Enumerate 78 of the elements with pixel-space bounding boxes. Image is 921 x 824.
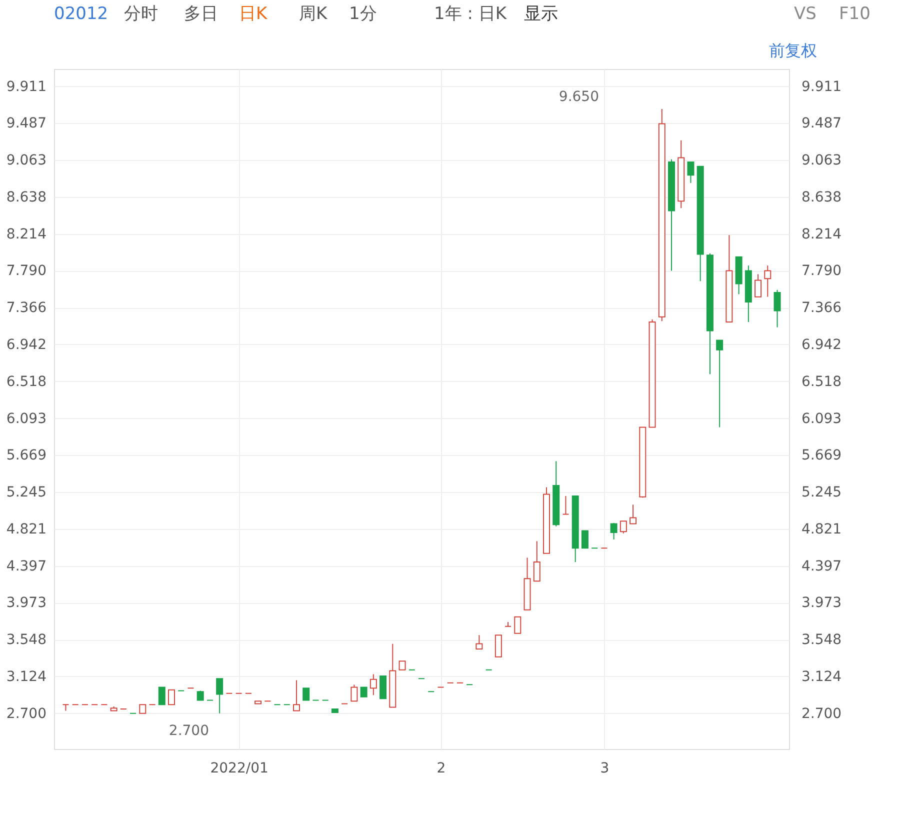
candlestick [610, 522, 618, 540]
y-tick-label: 9.911 [6, 78, 46, 95]
candlestick [168, 689, 175, 706]
text: 1分 [349, 4, 377, 24]
y2-tick-label: 4.821 [802, 521, 842, 538]
candlestick [764, 265, 772, 298]
y-tick-label: 6.942 [6, 336, 46, 353]
y2-tick-label: 6.518 [802, 374, 842, 390]
candlestick [158, 686, 166, 706]
candlestick [476, 634, 483, 650]
text: 周K [299, 4, 328, 24]
candlestick [562, 495, 570, 515]
y2-tick-label: 5.669 [802, 448, 842, 464]
candlestick [293, 680, 300, 712]
y2-tick-label: 7.790 [802, 263, 842, 280]
y2-tick-label: 6.093 [802, 410, 842, 427]
candlestick [581, 530, 588, 549]
candlestick [302, 688, 310, 701]
text: 分时 [124, 4, 158, 24]
candlestick [380, 675, 387, 700]
y2-tick-label: 9.911 [802, 78, 842, 95]
y2-tick-label: 9.063 [802, 152, 842, 169]
x-tick-label: 2 [436, 760, 446, 776]
candlestick [687, 162, 694, 184]
y2-tick-label: 8.638 [802, 190, 842, 206]
y2-tick-label: 3.124 [802, 668, 842, 685]
candlestick [620, 520, 627, 534]
candlestick [774, 289, 781, 328]
text: VS [794, 4, 816, 24]
y2-tick-label: 5.245 [802, 484, 842, 501]
y2-tick-label: 2.700 [802, 706, 842, 722]
y-tick-label: 8.214 [6, 226, 47, 242]
y2-tick-label: 6.942 [802, 336, 842, 353]
x-tick-label: 2022/01 [210, 760, 268, 776]
text: 日K [239, 4, 268, 24]
y-tick-label: 4.397 [6, 558, 46, 574]
y-tick-label: 3.124 [6, 668, 47, 685]
y2-tick-label: 9.487 [802, 116, 842, 132]
text: 前复权 [769, 41, 817, 60]
y-tick-label: 6.518 [6, 374, 46, 390]
candlestick [754, 274, 762, 298]
candlestick [630, 504, 637, 524]
y-tick-label: 5.245 [6, 484, 46, 501]
y-tick-label: 9.063 [6, 152, 46, 169]
y2-tick-label: 4.397 [802, 558, 842, 574]
y-tick-label: 6.093 [6, 410, 46, 427]
candlestick [62, 704, 70, 712]
candlestick [216, 678, 224, 714]
candlestick [504, 622, 512, 627]
y2-tick-label: 3.973 [802, 595, 842, 612]
text: 02012 [54, 4, 108, 24]
candlestick [716, 340, 724, 428]
y-tick-label: 5.669 [6, 448, 46, 464]
candlestick [514, 616, 522, 634]
y-tick-label: 9.487 [6, 116, 46, 132]
y-tick-label: 3.973 [6, 595, 46, 612]
candlestick [196, 690, 204, 701]
y-tick-label: 2.700 [6, 706, 46, 722]
text: 显示 [524, 4, 558, 24]
y2-tick-label: 8.214 [802, 226, 842, 242]
y2-tick-label: 7.366 [802, 300, 842, 316]
y-tick-label: 7.366 [6, 300, 47, 316]
x-tick-label: 3 [600, 760, 610, 776]
text: 多日 [184, 4, 218, 24]
text: 1年 : 日K [434, 4, 508, 24]
candlestick [494, 634, 502, 658]
y2-tick-label: 3.548 [802, 632, 842, 648]
y-tick-label: 7.790 [6, 263, 46, 280]
text: F10 [839, 4, 870, 24]
y-tick-label: 8.638 [6, 190, 46, 206]
y-tick-label: 3.548 [6, 632, 46, 648]
candlestick [533, 540, 540, 582]
annotation: 9.650 [558, 89, 599, 105]
candlestick [360, 686, 368, 698]
annotation: 2.700 [168, 723, 209, 739]
y-tick-label: 4.821 [6, 521, 46, 538]
candlestick [350, 684, 358, 702]
candlestick [370, 674, 377, 696]
